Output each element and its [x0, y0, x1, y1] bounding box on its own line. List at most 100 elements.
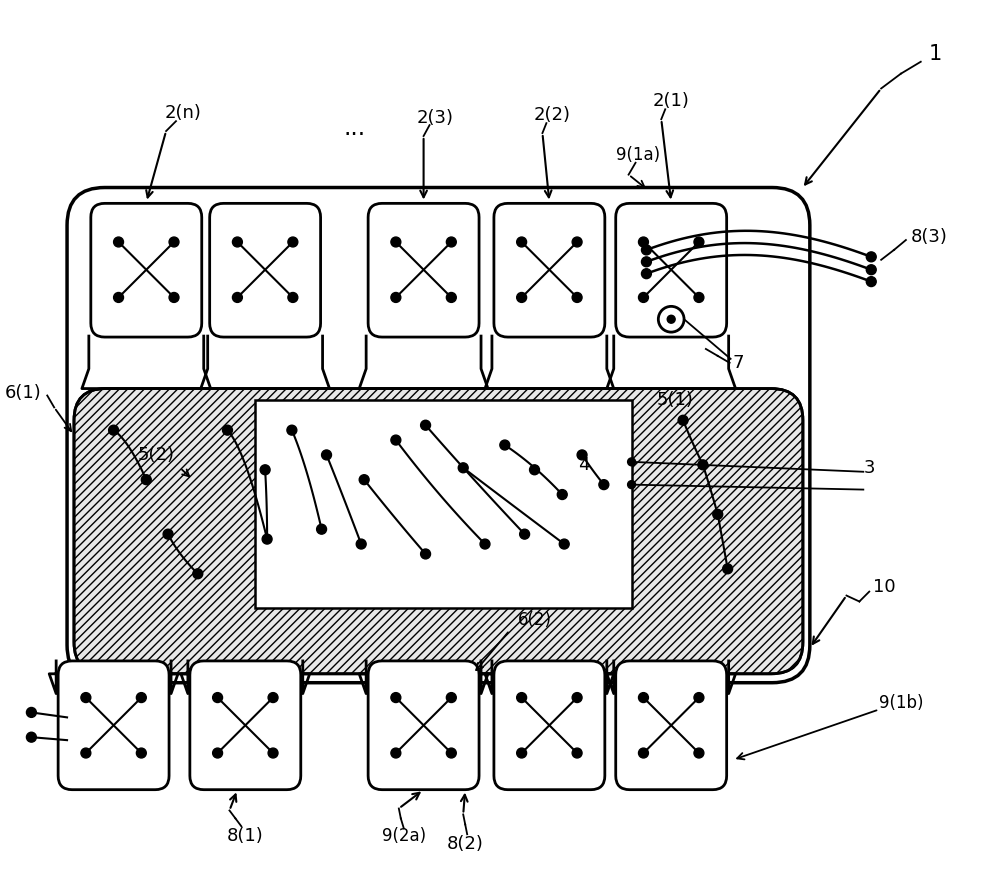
Text: 1: 1	[929, 44, 942, 63]
Circle shape	[260, 465, 270, 475]
Circle shape	[391, 693, 401, 703]
Circle shape	[694, 693, 704, 703]
Circle shape	[628, 481, 636, 489]
Circle shape	[288, 237, 298, 247]
Circle shape	[232, 237, 242, 247]
Circle shape	[391, 292, 401, 302]
Circle shape	[713, 510, 723, 519]
Circle shape	[628, 458, 636, 466]
Circle shape	[391, 237, 401, 247]
Circle shape	[500, 440, 510, 450]
Circle shape	[458, 463, 468, 473]
Circle shape	[223, 426, 232, 435]
Circle shape	[723, 564, 733, 574]
Text: 10: 10	[873, 578, 896, 595]
Circle shape	[639, 292, 648, 302]
Circle shape	[136, 693, 146, 703]
Circle shape	[163, 529, 173, 539]
Circle shape	[639, 748, 648, 758]
Circle shape	[81, 748, 91, 758]
Circle shape	[572, 748, 582, 758]
Circle shape	[678, 416, 688, 426]
Circle shape	[356, 539, 366, 549]
Circle shape	[446, 693, 456, 703]
Circle shape	[317, 524, 327, 534]
FancyBboxPatch shape	[210, 203, 321, 337]
Circle shape	[109, 426, 119, 435]
Circle shape	[169, 292, 179, 302]
FancyBboxPatch shape	[368, 661, 479, 789]
Circle shape	[517, 237, 527, 247]
Circle shape	[599, 480, 609, 490]
Circle shape	[866, 265, 876, 274]
Circle shape	[694, 292, 704, 302]
Circle shape	[26, 732, 36, 742]
Circle shape	[193, 569, 203, 578]
Circle shape	[213, 748, 223, 758]
Circle shape	[517, 292, 527, 302]
Circle shape	[169, 237, 179, 247]
Circle shape	[641, 269, 651, 279]
Circle shape	[446, 748, 456, 758]
Text: 6(2): 6(2)	[518, 611, 552, 629]
Circle shape	[26, 707, 36, 717]
Circle shape	[572, 237, 582, 247]
Text: 7: 7	[733, 354, 744, 372]
FancyBboxPatch shape	[74, 389, 803, 674]
Circle shape	[667, 316, 675, 324]
Circle shape	[262, 534, 272, 544]
Circle shape	[391, 435, 401, 445]
Text: 4: 4	[578, 456, 590, 474]
Circle shape	[268, 693, 278, 703]
Circle shape	[577, 450, 587, 460]
Circle shape	[639, 237, 648, 247]
Text: 6(1): 6(1)	[5, 384, 41, 401]
FancyBboxPatch shape	[616, 661, 727, 789]
Circle shape	[268, 748, 278, 758]
Circle shape	[287, 426, 297, 435]
FancyBboxPatch shape	[58, 661, 169, 789]
Circle shape	[694, 237, 704, 247]
Circle shape	[213, 693, 223, 703]
Circle shape	[446, 237, 456, 247]
Text: 3: 3	[863, 459, 875, 477]
Circle shape	[421, 420, 431, 430]
Text: 2(3): 2(3)	[417, 109, 454, 127]
Circle shape	[446, 292, 456, 302]
Circle shape	[136, 748, 146, 758]
Circle shape	[641, 257, 651, 266]
Circle shape	[114, 237, 124, 247]
Circle shape	[559, 539, 569, 549]
Circle shape	[639, 693, 648, 703]
Text: 8(2): 8(2)	[447, 835, 484, 853]
Circle shape	[322, 450, 331, 460]
Circle shape	[421, 549, 431, 559]
Circle shape	[641, 245, 651, 255]
FancyBboxPatch shape	[67, 188, 810, 683]
FancyBboxPatch shape	[616, 203, 727, 337]
Circle shape	[517, 693, 527, 703]
Text: 5(1): 5(1)	[657, 392, 694, 409]
Bar	[255, 401, 632, 609]
Circle shape	[866, 276, 876, 287]
Circle shape	[288, 292, 298, 302]
Circle shape	[141, 475, 151, 485]
Circle shape	[572, 292, 582, 302]
Circle shape	[359, 475, 369, 485]
FancyBboxPatch shape	[368, 203, 479, 337]
Circle shape	[557, 490, 567, 500]
Circle shape	[232, 292, 242, 302]
Circle shape	[391, 748, 401, 758]
Circle shape	[698, 460, 708, 469]
Circle shape	[658, 307, 684, 332]
Text: 5(2): 5(2)	[138, 446, 175, 464]
Circle shape	[520, 529, 530, 539]
FancyBboxPatch shape	[494, 203, 605, 337]
Text: 9(1a): 9(1a)	[616, 146, 661, 164]
FancyBboxPatch shape	[91, 203, 202, 337]
Circle shape	[694, 748, 704, 758]
Circle shape	[866, 252, 876, 262]
Text: 2(n): 2(n)	[164, 105, 201, 122]
Text: 9(1b): 9(1b)	[879, 694, 924, 712]
Text: 8(3): 8(3)	[911, 228, 948, 246]
